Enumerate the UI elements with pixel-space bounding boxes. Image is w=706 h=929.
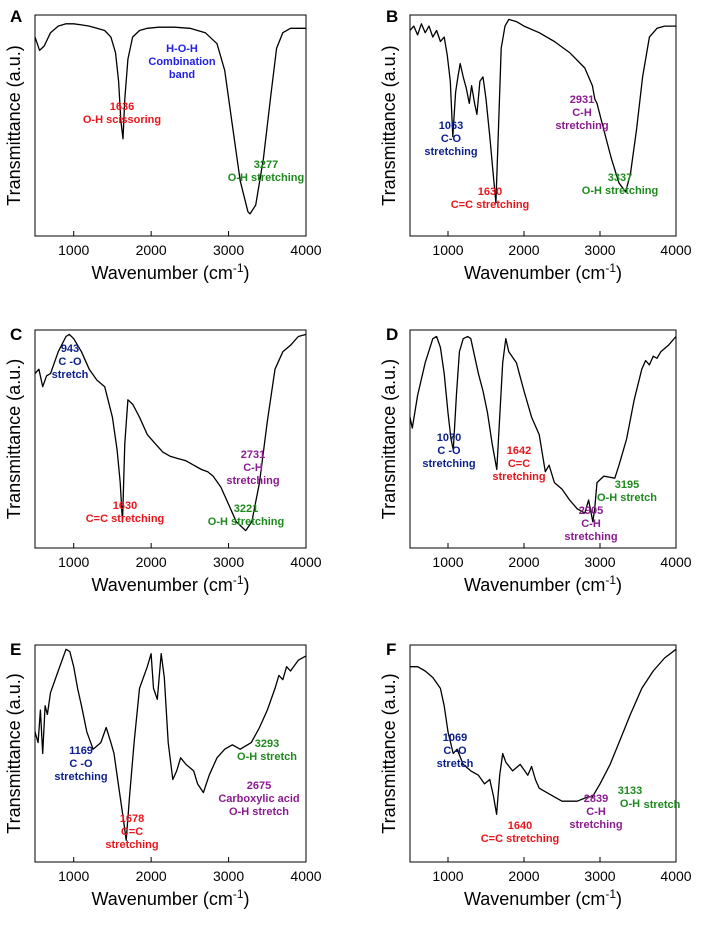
y-axis-title: Transmittance (a.u.) bbox=[4, 673, 24, 833]
peak-annotation: 2931 C-H stretching bbox=[555, 94, 608, 132]
x-tick-label: 2000 bbox=[136, 242, 167, 258]
peak-annotation: 3277 O-H stretching bbox=[228, 159, 304, 184]
x-axis-title: Wavenumber (cm-1) bbox=[91, 573, 249, 595]
peak-annotation: 2839 C-H stretching bbox=[569, 793, 622, 831]
x-tick-label: 4000 bbox=[660, 242, 691, 258]
x-tick-label: 3000 bbox=[213, 554, 244, 570]
spectrum-line bbox=[34, 23, 306, 215]
peak-annotation: 1070 C -O stretching bbox=[422, 432, 475, 470]
x-tick-label: 1000 bbox=[58, 554, 89, 570]
plot-frame bbox=[409, 14, 677, 237]
x-tick-label: 4000 bbox=[660, 868, 691, 884]
panel-d: D 1000 2000 3000 4000 Wavenumber (cm-1) Transm… bbox=[379, 325, 692, 595]
x-tick-label: 2000 bbox=[508, 242, 539, 258]
panel-a: A 1000 2000 3000 4000 Wavenumber (cm-1) Transm… bbox=[4, 7, 322, 283]
x-tick-label: 3000 bbox=[213, 868, 244, 884]
x-tick-label: 4000 bbox=[290, 868, 321, 884]
peak-annotation: 1169 C -O stretching bbox=[54, 745, 107, 783]
peak-annotation: 3133 O-H bbox=[618, 785, 642, 810]
panel-b: B 1000 2000 3000 4000 Wavenumber (cm-1) Transm… bbox=[379, 7, 692, 283]
peak-annotation: 2905 C-H stretching bbox=[564, 505, 617, 543]
x-tick-label: 3000 bbox=[213, 242, 244, 258]
peak-annotation: 2731 C-H stretching bbox=[226, 449, 279, 487]
x-tick-label: 4000 bbox=[660, 554, 691, 570]
x-tick-label: 1000 bbox=[58, 868, 89, 884]
plot-frame bbox=[409, 329, 677, 549]
x-tick-label: 3000 bbox=[584, 554, 615, 570]
peak-annotation: 1630 C=C stretching bbox=[451, 186, 530, 211]
peak-annotation: 1640 C=C stretching bbox=[481, 820, 560, 845]
x-axis-title: Wavenumber (cm-1) bbox=[91, 261, 249, 283]
peak-annotation: 1630 C=C stretching bbox=[86, 500, 165, 525]
x-axis-title: Wavenumber (cm-1) bbox=[464, 573, 622, 595]
panel-letter: E bbox=[10, 640, 21, 659]
panel-f: F 1000 2000 3000 4000 Wavenumber (cm-1) Transm… bbox=[379, 640, 692, 909]
peak-annotation: 1069 C -O stretch bbox=[437, 732, 474, 770]
plot-frame bbox=[34, 329, 307, 549]
x-tick-label: 4000 bbox=[290, 242, 321, 258]
x-tick-label: 1000 bbox=[432, 242, 463, 258]
peak-annotation: 1636 O-H scissoring bbox=[83, 101, 161, 126]
x-tick-label: 2000 bbox=[508, 554, 539, 570]
panel-e: E 1000 2000 3000 4000 Wavenumber (cm-1) Transm… bbox=[4, 640, 322, 909]
panel-letter: C bbox=[10, 325, 22, 344]
panel-letter: A bbox=[10, 7, 22, 26]
panel-c: C 1000 2000 3000 4000 Wavenumber (cm-1) Transm… bbox=[4, 325, 322, 595]
y-axis-title: Transmittance (a.u.) bbox=[379, 673, 399, 833]
peak-annotation: 1063 C-O stretching bbox=[424, 120, 477, 158]
plot-frame bbox=[409, 644, 677, 863]
peak-annotation: 2675 Carboxylic acid O-H stretch bbox=[218, 780, 299, 818]
peak-annotation: 1642 C=C stretching bbox=[492, 445, 545, 483]
x-tick-label: 4000 bbox=[290, 554, 321, 570]
spectrum-line bbox=[34, 648, 307, 841]
peak-annotation: 3195 O-H stretch bbox=[597, 479, 657, 504]
peak-annotation: 3337 O-H stretching bbox=[582, 172, 658, 197]
peak-annotation: 1678 C=C stretching bbox=[105, 813, 158, 851]
y-axis-title: Transmittance (a.u.) bbox=[4, 45, 24, 205]
x-tick-label: 2000 bbox=[508, 868, 539, 884]
panel-letter: F bbox=[386, 640, 396, 659]
y-axis-title: Transmittance (a.u.) bbox=[379, 359, 399, 519]
panel-letter: B bbox=[386, 7, 398, 26]
panel-letter: D bbox=[386, 325, 398, 344]
x-axis-title: Wavenumber (cm-1) bbox=[464, 887, 622, 909]
spectrum-line bbox=[410, 648, 677, 815]
x-tick-label: 2000 bbox=[136, 554, 167, 570]
x-tick-label: 2000 bbox=[136, 868, 167, 884]
spectrum-line bbox=[409, 18, 676, 204]
x-tick-label: 3000 bbox=[584, 242, 615, 258]
peak-annotation: stretch bbox=[644, 799, 681, 811]
spectrum-line bbox=[34, 333, 307, 532]
x-tick-label: 1000 bbox=[58, 242, 89, 258]
peak-annotation: 943 C -O stretch bbox=[52, 343, 89, 381]
x-tick-label: 3000 bbox=[584, 868, 615, 884]
plot-frame bbox=[34, 14, 307, 237]
y-axis-title: Transmittance (a.u.) bbox=[4, 359, 24, 519]
x-tick-label: 1000 bbox=[432, 554, 463, 570]
spectrum-line bbox=[409, 335, 677, 523]
peak-annotation: 3221 O-H stretching bbox=[208, 503, 284, 528]
x-axis-title: Wavenumber (cm-1) bbox=[91, 887, 249, 909]
plot-frame bbox=[34, 644, 307, 863]
x-axis-title: Wavenumber (cm-1) bbox=[464, 261, 622, 283]
peak-annotation: H-O-H Combination band bbox=[148, 43, 215, 81]
peak-annotation: 3293 O-H stretch bbox=[237, 738, 297, 763]
y-axis-title: Transmittance (a.u.) bbox=[379, 45, 399, 205]
x-tick-label: 1000 bbox=[432, 868, 463, 884]
